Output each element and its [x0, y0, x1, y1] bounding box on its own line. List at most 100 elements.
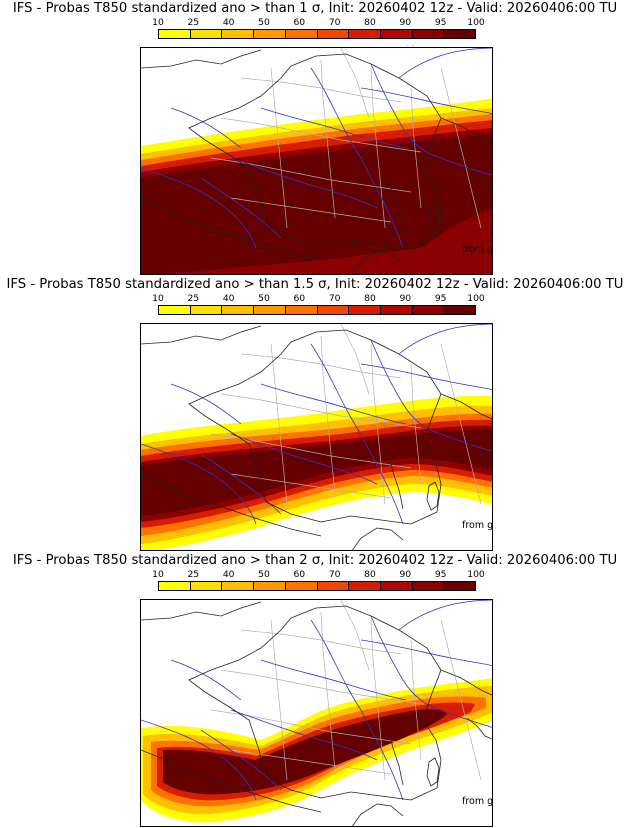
colorbar-tick: 70: [328, 569, 341, 580]
river: [200, 729, 282, 791]
forecast-panel: IFS - Probas T850 standardized ano > tha…: [0, 276, 630, 552]
colorbar-tick: 90: [399, 293, 412, 304]
colorbar-tick: 40: [222, 17, 235, 28]
coastline: [351, 251, 404, 274]
colorbar-tick: 100: [467, 293, 485, 304]
admin-border: [230, 197, 392, 223]
coastline: [388, 455, 404, 510]
coastline: [466, 165, 492, 188]
colorbar-tick: 25: [187, 17, 200, 28]
admin-border: [220, 117, 422, 153]
admin-border: [220, 393, 422, 429]
data-attribution: from grib files provided by ECMWF: [462, 796, 493, 807]
admin-border: [270, 343, 288, 505]
colorbar-segment: [222, 582, 255, 590]
colorbar-tick: 95: [434, 293, 447, 304]
admin-border: [340, 48, 370, 119]
admin-border: [270, 67, 288, 229]
colorbar-segment: [190, 30, 223, 38]
colorbar-segment: [254, 306, 286, 314]
admin-border: [240, 353, 402, 379]
river: [310, 619, 404, 801]
coastline: [141, 325, 262, 345]
river: [230, 157, 378, 209]
colorbar-tick: 70: [328, 17, 341, 28]
river: [260, 659, 407, 701]
panel-title: IFS - Probas T850 standardized ano > tha…: [12, 553, 618, 568]
colorbar-segment: [285, 306, 318, 314]
coastline: [141, 49, 262, 69]
admin-border: [340, 600, 370, 671]
probability-map: from grib files provided by ECMWF©2026 s…: [140, 323, 493, 551]
coastline: [388, 731, 404, 786]
colorbar-tick: 50: [258, 293, 270, 304]
admin-border: [230, 473, 392, 499]
coastline: [466, 441, 492, 464]
island-outline: [426, 481, 440, 511]
probability-map: from grib files provided by ECMWF©2026 s…: [140, 599, 493, 827]
river: [360, 639, 492, 666]
colorbar-segment: [444, 582, 476, 590]
colorbar-tick: 90: [399, 17, 412, 28]
colorbar-tick-labels: 10 25 40 50 60 70 80 90 95 100: [152, 293, 485, 304]
admin-border: [440, 343, 482, 505]
colorbar-tick: 10: [152, 569, 164, 580]
river: [310, 343, 404, 525]
colorbar-tick: 60: [293, 293, 306, 304]
probability-band: [163, 709, 447, 795]
colorbar: [158, 29, 476, 39]
colorbar-segment: [317, 306, 350, 314]
river: [141, 167, 257, 249]
colorbar-segment: [254, 582, 286, 590]
colorbar-segment: [349, 306, 381, 314]
island-outline: [426, 205, 440, 235]
river: [360, 87, 492, 114]
river: [398, 48, 492, 79]
colorbar-segment: [190, 582, 223, 590]
river: [170, 659, 242, 701]
forecast-panel: IFS - Probas T850 standardized ano > tha…: [0, 552, 630, 828]
colorbar-segment: [159, 306, 191, 314]
colorbar-segment: [159, 582, 191, 590]
river: [370, 339, 442, 435]
coastline: [351, 527, 404, 550]
coastline: [440, 117, 492, 144]
colorbar-segment: [380, 582, 413, 590]
colorbar-segment: [317, 582, 350, 590]
forecast-panel: IFS - Probas T850 standardized ano > tha…: [0, 0, 630, 276]
colorbar-tick: 100: [467, 569, 485, 580]
colorbar-segment: [159, 30, 191, 38]
colorbar-segment: [285, 30, 318, 38]
river: [370, 615, 442, 711]
admin-border: [370, 343, 386, 505]
admin-border: [270, 619, 288, 781]
colorbar-segment: [412, 582, 445, 590]
colorbar-tick: 10: [152, 293, 164, 304]
colorbar-tick: 50: [258, 569, 270, 580]
admin-border: [410, 639, 422, 761]
map-canvas: [141, 48, 492, 274]
colorbar-segment: [412, 30, 445, 38]
admin-border: [220, 669, 422, 705]
colorbar-segment: [222, 306, 255, 314]
admin-border: [410, 363, 422, 485]
river: [360, 363, 492, 390]
coastline: [440, 669, 492, 696]
map-canvas: [141, 600, 492, 826]
probability-map: from grib files provided by ECMWF©2026 s…: [140, 47, 493, 275]
admin-border: [240, 77, 402, 103]
river: [200, 177, 282, 239]
colorbar-tick-labels: 10 25 40 50 60 70 80 90 95 100: [152, 569, 485, 580]
country-outline: [188, 329, 442, 525]
river: [310, 67, 404, 249]
colorbar-tick: 80: [364, 293, 376, 304]
river: [230, 433, 378, 485]
colorbar-tick: 95: [434, 17, 447, 28]
admin-border: [440, 67, 482, 229]
river: [260, 383, 407, 425]
coastline: [466, 717, 492, 740]
colorbar-segment: [444, 306, 476, 314]
colorbar-segment: [349, 582, 381, 590]
data-attribution: from grib files provided by ECMWF: [462, 520, 493, 531]
colorbar: [158, 581, 476, 591]
